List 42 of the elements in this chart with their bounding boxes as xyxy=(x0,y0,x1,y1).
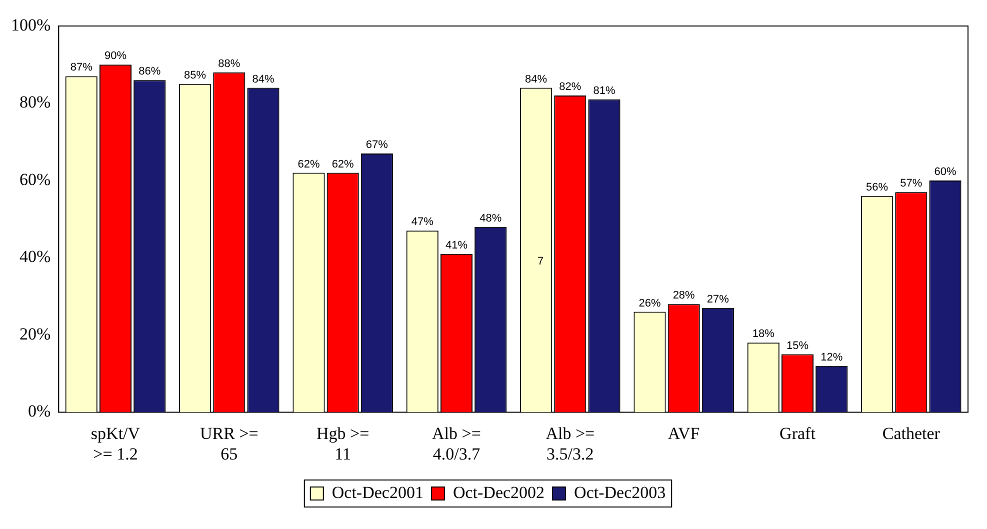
x-tick-label: AVF xyxy=(668,424,700,443)
data-label: 15% xyxy=(786,340,809,352)
y-tick-label: 100% xyxy=(10,15,51,34)
y-tick-label: 0% xyxy=(28,402,51,421)
x-tick-label: spKt/V >= 1.2 xyxy=(90,424,141,464)
legend-label: Oct-Dec2003 xyxy=(574,482,666,502)
annotation: 7 xyxy=(538,256,544,268)
y-tick-label: 40% xyxy=(19,247,51,266)
data-label: 62% xyxy=(332,158,354,170)
data-label: 18% xyxy=(752,328,775,340)
y-tick-label: 60% xyxy=(19,170,51,189)
data-label: 41% xyxy=(445,239,468,252)
data-label: 85% xyxy=(184,69,206,82)
data-label: 12% xyxy=(820,351,843,364)
y-tick-label: 80% xyxy=(19,92,51,112)
data-label: 62% xyxy=(298,158,320,170)
data-label: 27% xyxy=(706,293,730,306)
x-tick-label: Graft xyxy=(780,424,816,443)
legend-label: Oct-Dec2002 xyxy=(452,482,545,502)
data-label: 60% xyxy=(934,166,956,178)
data-label: 81% xyxy=(593,84,616,97)
data-label: 88% xyxy=(218,58,240,70)
data-label: 26% xyxy=(638,297,661,310)
data-label: 84% xyxy=(252,73,274,86)
x-tick-label: Alb >= 3.5/3.2 xyxy=(546,424,595,464)
data-label: 86% xyxy=(138,66,161,78)
data-label: 47% xyxy=(411,216,434,228)
data-label: 67% xyxy=(366,138,388,151)
data-label: 57% xyxy=(900,178,922,190)
data-label: 56% xyxy=(866,181,888,194)
x-tick-label: Alb >= 4.0/3.7 xyxy=(432,424,481,464)
x-tick-label: URR >= 65 xyxy=(200,424,258,464)
data-label: 84% xyxy=(525,73,548,86)
data-label: 90% xyxy=(104,50,127,62)
x-tick-label: Hgb >= 11 xyxy=(316,424,370,464)
data-label: 28% xyxy=(672,290,696,302)
data-label: 87% xyxy=(70,62,93,74)
data-label: 82% xyxy=(559,81,582,94)
legend-label: Oct-Dec2001 xyxy=(332,482,424,502)
data-label: 48% xyxy=(480,212,502,224)
x-tick-label: Catheter xyxy=(882,424,940,443)
y-tick-label: 20% xyxy=(19,324,51,344)
